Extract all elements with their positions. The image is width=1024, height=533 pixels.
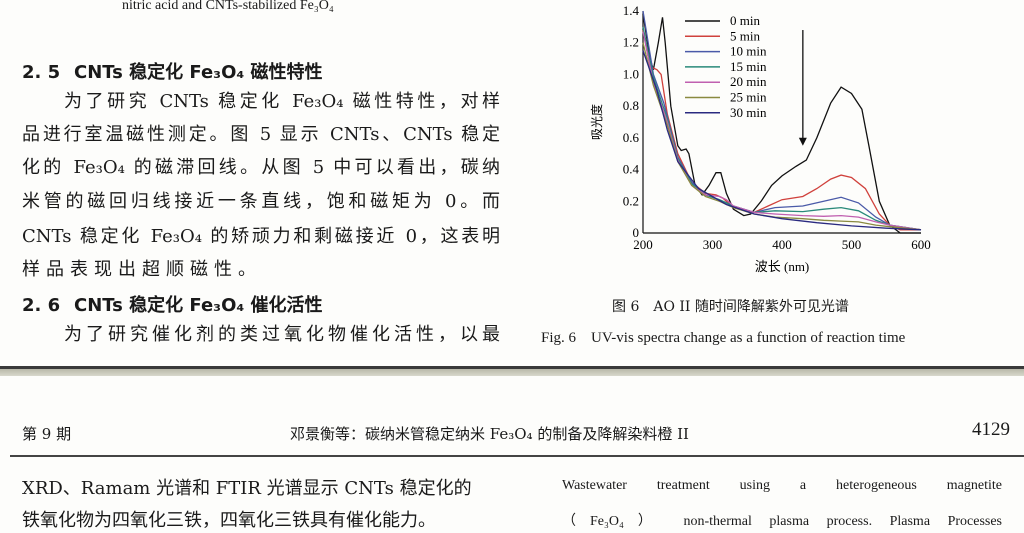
paragraph-line: CNTs 稳定化 Fe₃O₄ 的矫顽力和剩磁接近 0，这表明 (22, 226, 500, 247)
x-tick-label: 500 (842, 237, 862, 252)
series-line-5-min (642, 29, 921, 231)
legend-label: 0 min (730, 13, 760, 28)
page-break-band (0, 369, 1024, 376)
paragraph-line: 化的 Fe₃O₄ 的磁滞回线。从图 5 中可以看出，碳纳 (22, 157, 500, 178)
header-rule (10, 455, 1024, 457)
figure-caption-en: Fig. 6 UV-vis spectra change as a functi… (541, 330, 906, 346)
figure-caption-cn: 图 6 AO II 随时间降解紫外可见光谱 (612, 299, 849, 315)
paragraph-line: 样品表现出超顺磁性。 (22, 259, 262, 280)
y-tick-label: 0.4 (623, 162, 640, 177)
y-tick-label: 0 (633, 225, 640, 240)
section-number: 2. 6 (22, 295, 61, 316)
legend-label: 15 min (730, 59, 767, 74)
y-tick-label: 0.8 (623, 98, 639, 113)
section-heading-2-5: 2. 5 CNTs 稳定化 Fe₃O₄ 磁性特性 (22, 58, 323, 84)
section-heading-2-6: 2. 6 CNTs 稳定化 Fe₃O₄ 催化活性 (22, 291, 323, 317)
reference-line: （Fe₃O₄） non-thermal plasma process. Plas… (562, 514, 1002, 529)
x-tick-label: 600 (911, 237, 931, 252)
section-title: CNTs 稳定化 Fe₃O₄ 催化活性 (74, 295, 323, 316)
uv-vis-chart: 200 300 400 500 600 0 0.2 0.4 0.6 0.8 1.0 1.2 1.4 波长 … (590, 3, 931, 274)
page-break-line (0, 366, 1024, 369)
y-tick-label: 1.0 (623, 66, 639, 81)
legend-label: 5 min (730, 28, 760, 43)
reference-line: Wastewater treatment using a heterogeneo… (562, 478, 1002, 493)
series-line-10-min (642, 10, 922, 231)
body-line: XRD、Ramam 光谱和 FTIR 光谱显示 CNTs 稳定化的 (22, 478, 472, 499)
y-tick-label: 0.6 (623, 130, 640, 145)
paragraph-line: 米管的磁回归线接近一条直线，饱和磁矩为 0。而 (22, 191, 500, 212)
x-tick-label: 400 (772, 237, 792, 252)
section-number: 2. 5 (22, 62, 61, 83)
paragraph-line: 为了研究催化剂的类过氧化物催化活性，以最 (64, 324, 500, 345)
legend-label: 10 min (730, 44, 767, 59)
series-line-0-min (642, 14, 921, 234)
running-header-title: 邓景衡等：碳纳米管稳定纳米 Fe₃O₄ 的制备及降解染料橙 II (290, 425, 689, 443)
arrow-head-icon (798, 137, 807, 146)
previous-figure-caption-tail: nitric acid and CNTs-stabilized Fe₃O₄ (122, 0, 334, 13)
legend-label: 25 min (730, 90, 767, 105)
y-tick-label: 0.2 (623, 193, 639, 208)
series-line-30-min (642, 50, 922, 231)
page-number: 4129 (972, 419, 1010, 440)
legend-label: 20 min (730, 74, 767, 89)
legend-label: 30 min (730, 105, 767, 120)
paragraph-line: 品进行室温磁性测定。图 5 显示 CNTs、CNTs 稳定 (22, 124, 500, 145)
running-header-issue: 第 9 期 (22, 425, 72, 443)
x-axis-label: 波长 (nm) (755, 259, 810, 274)
body-line: 铁氧化物为四氧化三铁，四氧化三铁具有催化能力。 (22, 510, 436, 531)
paragraph-line: 为了研究 CNTs 稳定化 Fe₃O₄ 磁性特性，对样 (64, 91, 500, 112)
x-tick-label: 200 (633, 237, 653, 252)
y-tick-label: 1.4 (623, 3, 640, 18)
y-tick-label: 1.2 (623, 35, 639, 50)
x-tick-label: 300 (703, 237, 723, 252)
y-axis-label: 吸光度 (590, 104, 604, 140)
section-title: CNTs 稳定化 Fe₃O₄ 磁性特性 (74, 62, 323, 83)
